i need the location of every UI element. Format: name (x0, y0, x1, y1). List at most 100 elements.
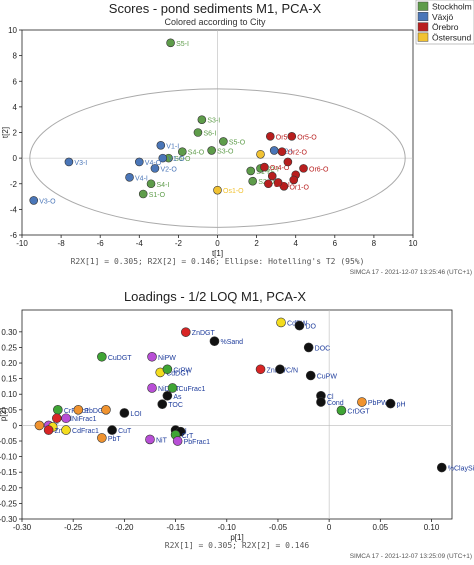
x-tick-label: -0.15 (166, 523, 185, 532)
x-tick-label: -0.20 (115, 523, 134, 532)
x-tick-label: 0 (215, 239, 220, 248)
data-point (125, 173, 134, 182)
chart-subtitle: Colored according to City (164, 17, 266, 27)
data-point (181, 327, 191, 337)
loadings-panel: Loadings - 1/2 LOQ M1, PCA-X -0.30 -0.25 -0… (0, 282, 474, 560)
point-label: V3-O (39, 198, 56, 205)
scores-panel: Scores - pond sediments M1, PCA-X Colored… (0, 0, 474, 280)
point-label: S3-I (207, 118, 220, 125)
data-point (157, 399, 168, 410)
point-label: CrT (182, 433, 194, 440)
data-point (209, 336, 220, 346)
chart-footer: R2X[1] = 0.305; R2X[2] = 0.146 (165, 541, 310, 550)
point-label: PbDGT (84, 408, 108, 415)
data-point (277, 147, 287, 157)
data-point (246, 166, 256, 176)
y-tick-label: -0.15 (0, 468, 18, 477)
point-label: PbFrac1 (184, 439, 211, 446)
point-label: S1-I (256, 169, 269, 176)
data-point (162, 364, 173, 375)
data-point (256, 149, 265, 159)
scores-plot: Scores - pond sediments M1, PCA-XColored… (1, 0, 474, 276)
y-tick-label: 0.25 (1, 343, 17, 352)
y-axis-label: p[2] (0, 408, 8, 421)
point-label: pH (397, 402, 406, 409)
data-point (436, 462, 447, 473)
y-tick-label: -0.20 (0, 484, 18, 493)
loadings-plot: Loadings - 1/2 LOQ M1, PCA-X -0.30 -0.25 -0… (0, 289, 474, 560)
point-label: S5-O (229, 139, 246, 146)
data-point (299, 164, 308, 173)
data-point (138, 189, 148, 199)
data-point (267, 171, 277, 181)
point-label: Os1-O (223, 188, 244, 195)
y-tick-label: -0.10 (0, 453, 18, 462)
y-tick-label: 0.10 (1, 390, 17, 399)
x-axis-label: t[1] (212, 249, 223, 258)
chart-footer: R2X[1] = 0.305; R2X[2] = 0.146; Ellipse:… (71, 257, 365, 266)
point-label: V1-O (168, 156, 185, 163)
point-label: NiFrac1 (72, 416, 97, 423)
point-label: Or5-I (276, 134, 292, 141)
point-label: V4-O (145, 160, 162, 167)
point-label: Or1-O (289, 184, 309, 191)
point-label: CrPW (173, 367, 192, 374)
point-label: ZnT (55, 428, 68, 435)
data-point (166, 38, 175, 48)
data-point (147, 351, 157, 362)
y-tick-label: -0.25 (0, 499, 18, 508)
x-tick-label: -6 (97, 239, 105, 248)
data-point (61, 425, 71, 435)
point-label: Or3-I (274, 182, 290, 189)
data-point (53, 405, 63, 415)
data-point (107, 425, 117, 435)
data-point (150, 164, 160, 173)
legend-entry: Örebro (432, 22, 459, 32)
point-label: CdDGT (166, 370, 190, 377)
data-point (255, 364, 266, 375)
point-label: PbT (108, 436, 122, 443)
point-label: As (173, 394, 182, 401)
data-point (197, 115, 207, 124)
data-point (303, 342, 314, 353)
point-label: V2-O (160, 166, 177, 173)
data-point (61, 413, 71, 424)
x-axis-label: p[1] (230, 533, 243, 542)
x-tick-label: 6 (333, 239, 338, 248)
point-label: DOC (315, 345, 331, 352)
point-label: S2-I (266, 166, 279, 173)
y-tick-label: 0.15 (1, 375, 17, 384)
data-point (146, 179, 156, 189)
data-point (294, 320, 305, 331)
y-tick-label: -0.30 (0, 515, 18, 524)
data-point (97, 351, 107, 362)
y-tick-label: -2 (10, 180, 18, 189)
data-point (156, 141, 166, 150)
y-tick-label: 0.05 (1, 406, 17, 415)
point-label: S4-I (157, 182, 170, 189)
y-tick-label: 6 (13, 77, 18, 86)
x-tick-label: 8 (372, 239, 377, 248)
point-label: CuPW (317, 374, 338, 381)
data-point (316, 397, 326, 407)
x-tick-label: -0.05 (269, 523, 288, 532)
point-label: ZnDGT (192, 330, 216, 337)
point-label: S4-O (188, 150, 205, 157)
data-point (162, 390, 173, 401)
data-point (265, 132, 275, 141)
x-tick-label: -0.25 (64, 523, 83, 532)
data-point (101, 405, 111, 415)
point-label: Or6-O (309, 166, 329, 173)
data-point (283, 157, 293, 167)
y-axis-label: t[2] (1, 127, 10, 138)
data-point (287, 132, 297, 141)
data-point (305, 370, 316, 381)
x-tick-label: 0.10 (424, 523, 440, 532)
point-label: V3-I (74, 160, 87, 167)
y-tick-label: 0.30 (1, 328, 17, 337)
point-label: Or4-O (270, 165, 290, 172)
point-label: Cond (327, 400, 344, 407)
point-label: CuT (118, 428, 132, 435)
data-point (158, 153, 168, 163)
point-label: C/N (286, 367, 298, 374)
